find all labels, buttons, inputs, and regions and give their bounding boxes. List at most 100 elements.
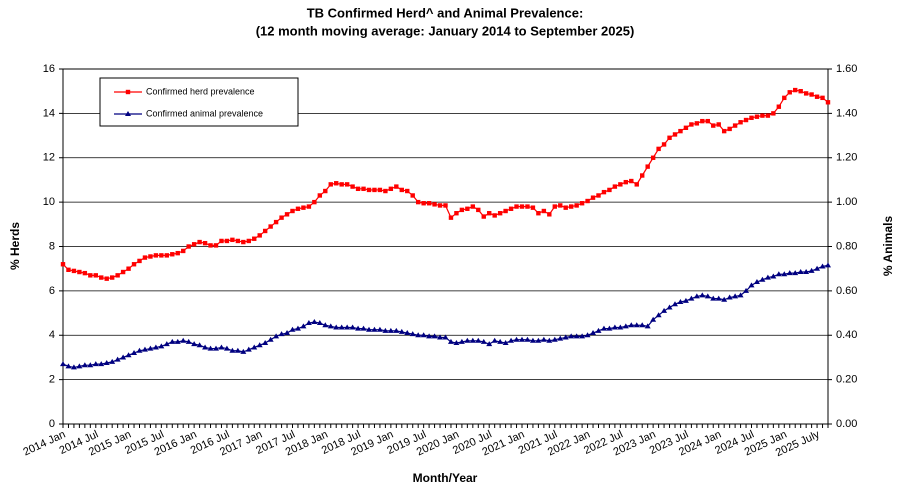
point	[120, 354, 127, 360]
point	[344, 324, 351, 330]
point	[585, 198, 590, 204]
point	[148, 254, 153, 259]
y-tick-label: 6	[49, 285, 55, 297]
point	[776, 104, 782, 109]
point	[262, 340, 269, 346]
point	[174, 338, 181, 344]
point	[497, 211, 503, 216]
point	[693, 293, 700, 299]
point	[213, 243, 219, 248]
point	[273, 333, 280, 339]
point	[409, 331, 416, 337]
point	[328, 182, 333, 187]
point	[623, 179, 629, 185]
point	[394, 184, 399, 189]
point	[175, 250, 180, 256]
point	[262, 228, 268, 234]
point	[547, 212, 552, 217]
point	[316, 320, 323, 326]
point	[125, 352, 132, 358]
point	[738, 120, 743, 125]
point	[579, 201, 585, 206]
y-tick-label: 4	[49, 329, 55, 341]
point	[524, 336, 531, 342]
point	[278, 331, 285, 337]
point	[721, 128, 727, 134]
point	[759, 276, 766, 282]
point	[415, 199, 421, 205]
point	[437, 203, 443, 208]
point	[792, 270, 799, 276]
point	[825, 262, 831, 268]
point	[181, 248, 186, 254]
point	[103, 359, 110, 365]
point	[476, 207, 481, 213]
point	[81, 362, 88, 368]
point	[312, 199, 317, 205]
point	[814, 94, 820, 99]
point	[76, 363, 83, 369]
point	[159, 253, 164, 258]
point	[519, 204, 525, 209]
point	[251, 344, 258, 350]
point	[218, 344, 225, 350]
point	[786, 270, 793, 276]
point	[393, 327, 400, 333]
point	[432, 202, 437, 207]
point	[694, 121, 700, 126]
point	[230, 237, 235, 243]
point	[202, 344, 209, 350]
point	[562, 334, 569, 340]
point	[661, 307, 668, 313]
point	[355, 325, 362, 331]
point	[529, 337, 536, 343]
point	[558, 203, 563, 208]
point	[640, 173, 645, 178]
point	[355, 186, 361, 192]
point	[371, 326, 378, 332]
point	[334, 181, 339, 186]
point	[611, 324, 618, 330]
point	[241, 239, 246, 245]
point	[338, 324, 345, 330]
point	[699, 292, 706, 298]
y2-tick-label: 1.00	[836, 196, 857, 208]
point	[120, 269, 126, 275]
point	[688, 295, 695, 301]
point	[727, 126, 732, 132]
point	[158, 343, 165, 349]
point	[666, 304, 673, 310]
point	[809, 92, 814, 97]
point	[131, 262, 137, 267]
point	[98, 361, 105, 367]
point	[710, 295, 717, 301]
point	[814, 265, 821, 271]
point	[196, 342, 203, 348]
point	[677, 298, 684, 304]
point	[508, 337, 515, 343]
point	[426, 333, 433, 339]
point	[115, 273, 120, 278]
point	[612, 184, 618, 189]
point	[584, 332, 591, 338]
point	[387, 327, 394, 333]
point	[540, 336, 547, 342]
point	[754, 114, 760, 119]
point	[366, 187, 372, 193]
point	[295, 206, 301, 211]
point	[131, 350, 138, 355]
point	[595, 327, 602, 333]
y2-tick-label: 1.60	[836, 63, 857, 75]
point	[442, 334, 449, 340]
point	[229, 347, 236, 353]
point	[109, 358, 116, 364]
point	[426, 201, 432, 206]
point	[88, 273, 93, 278]
point	[339, 182, 344, 187]
point	[213, 345, 219, 351]
point	[667, 135, 672, 140]
x-axis-title: Month/Year	[413, 471, 478, 485]
point	[284, 212, 290, 217]
point	[125, 111, 131, 116]
point	[536, 211, 541, 216]
